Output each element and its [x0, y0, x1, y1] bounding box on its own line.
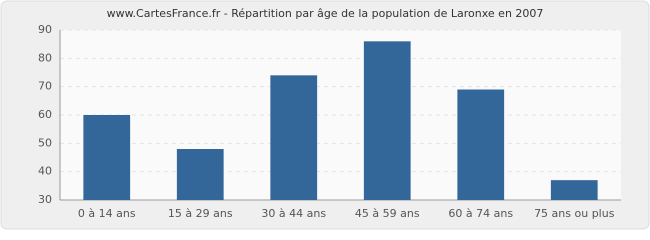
bar — [550, 180, 598, 200]
bar — [176, 149, 224, 200]
x-tick-label: 15 à 29 ans — [168, 207, 233, 220]
y-tick-label: 70 — [38, 80, 52, 93]
y-tick-label: 30 — [38, 193, 52, 206]
bar — [83, 115, 131, 200]
chart-title: www.CartesFrance.fr - Répartition par âg… — [107, 7, 544, 20]
x-tick-label: 60 à 74 ans — [448, 207, 513, 220]
bar — [363, 41, 411, 201]
y-tick-label: 80 — [38, 51, 52, 64]
y-tick-label: 90 — [38, 23, 52, 36]
x-tick-label: 45 à 59 ans — [355, 207, 420, 220]
y-tick-label: 50 — [38, 136, 52, 149]
y-tick-label: 60 — [38, 108, 52, 121]
x-tick-label: 0 à 14 ans — [78, 207, 136, 220]
y-tick-label: 40 — [38, 165, 52, 178]
x-tick-label: 75 ans ou plus — [534, 207, 615, 220]
x-tick-label: 30 à 44 ans — [261, 207, 326, 220]
chart: www.CartesFrance.fr - Répartition par âg… — [0, 0, 650, 230]
bar — [457, 89, 505, 200]
bar — [270, 75, 318, 200]
